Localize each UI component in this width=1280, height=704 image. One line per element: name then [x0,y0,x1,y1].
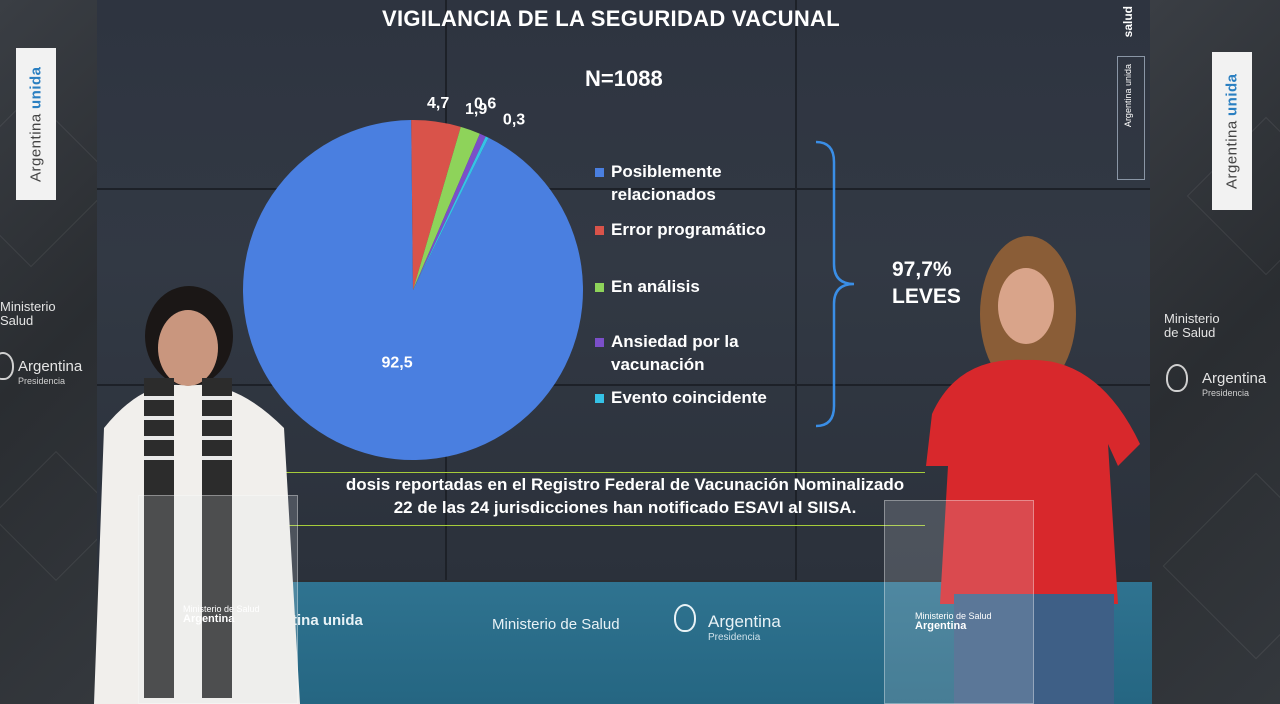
speaker-left [94,286,300,704]
right-ministry-label: Ministerio de Salud [1164,312,1220,340]
pie-slice-label: 4,7 [427,95,449,112]
right-argentina-text: Argentina [1202,370,1267,387]
left-argentina-text: Argentina [18,358,83,375]
right-ministry-line1: Ministerio [1164,311,1220,326]
legend-label-line: Posiblemente [611,162,722,181]
right-podium: Ministerio de Salud Argentina [884,500,1034,704]
legend-label: Error programático [611,218,766,241]
legend-swatch [595,226,604,235]
summary-block: 97,7% LEVES [892,256,961,310]
right-banner-text: Argentina [1223,119,1241,189]
floor-argentina-unida: tina unida [292,612,363,629]
pie-slice-label: 92,5 [381,355,412,372]
left-ministry-label: Ministerio Salud [0,299,56,328]
legend-label-line: Evento coincidente [611,388,767,407]
left-presidencia-text: Presidencia [18,376,66,386]
backdrop-pattern [1162,472,1280,660]
floor-argentina: Argentina Presidencia [708,612,781,643]
legend-item: Evento coincidente [595,386,767,409]
legend-item: Ansiedad por la vacunación [595,330,739,376]
right-presidencia-text: Presidencia [1202,388,1250,398]
summary-brace [815,140,855,428]
legend-item: En análisis [595,275,700,298]
legend-item: Error programático [595,218,766,241]
chart-sample-size: N=1088 [585,66,663,91]
screen-brand-column: salud Argentina unida [1115,0,1149,190]
legend-swatch [595,394,604,403]
brace-path [815,140,855,428]
speaker-right [926,236,1140,704]
podium-ministerio: Ministerio de Salud [183,604,260,614]
footnote-band: dosis reportadas en el Registro Federal … [285,472,925,526]
legend-swatch [595,283,604,292]
pie-slice [411,120,461,290]
argentina-seal-icon [0,352,14,380]
speaker-right-jeans [954,594,1114,704]
floor-presidencia-text: Presidencia [708,632,761,643]
pie-slice [413,126,480,290]
screen-seam [795,0,797,580]
summary-label: LEVES [892,285,961,308]
left-banner-text: Argentina [27,112,45,182]
podium-ministerio: Ministerio de Salud [915,611,992,621]
legend-label: Ansiedad por la vacunación [611,330,739,376]
pie-slice [243,120,583,460]
legend-label-line: Ansiedad por la [611,332,739,351]
speaker-left-scarf [144,378,174,698]
screen-seam [97,188,1150,190]
right-ministry-line2: de Salud [1164,325,1216,340]
right-argentina-label: Argentina Presidencia [1202,370,1267,400]
screen-seam [97,384,1150,386]
floor-unida-prefix: tina [292,612,319,629]
floor-unida: unida [322,612,363,629]
left-backdrop: Argentina unida Ministerio Salud Argenti… [0,0,122,704]
pie-slice [413,133,486,290]
legend-item: Posiblemente relacionados [595,160,722,206]
floor-ministerio: Ministerio de Salud [492,616,620,633]
pie-slice-label: 0,6 [474,95,496,112]
right-podium-logo: Ministerio de Salud Argentina [915,611,992,632]
argentina-seal-icon [1166,364,1188,392]
speaker-left-face [158,310,218,386]
argentina-seal-icon [674,604,696,632]
right-backdrop: Argentina unida Ministerio de Salud Arge… [1150,0,1280,704]
chart-title: VIGILANCIA DE LA SEGURIDAD VACUNAL [382,6,840,31]
podium-argentina: Argentina [183,613,235,625]
pie-slice [413,136,489,290]
pie-chart: 92,5 4,7 1,90,6 0,3 [243,95,583,460]
legend-label: Evento coincidente [611,386,767,409]
left-banner: Argentina unida [16,48,56,200]
summary-percentage: 97,7% [892,258,952,281]
speaker-right-face [998,268,1054,344]
left-banner-accent: unida [27,66,45,109]
left-argentina-label: Argentina Presidencia [18,358,83,388]
legend-label: En análisis [611,275,700,298]
legend-swatch [595,168,604,177]
speaker-left-scarf [202,378,232,698]
legend-swatch [595,338,604,347]
right-banner-accent: unida [1223,73,1241,116]
brand-box [1117,56,1145,180]
footnote-line2: 22 de las 24 jurisdicciones han notifica… [393,498,857,517]
footnote-line1: dosis reportadas en el Registro Federal … [345,475,905,494]
legend-label-line: relacionados [611,185,716,204]
pie-slice-label: 1,9 [465,101,487,118]
speaker-right-shirt [926,359,1140,604]
left-podium-logo: Ministerio de Salud Argentina [183,604,260,625]
legend-label-line: En análisis [611,277,700,296]
legend-label: Posiblemente relacionados [611,160,722,206]
podium-argentina: Argentina [915,620,967,632]
legend-label-line: vacunación [611,355,705,374]
right-banner: Argentina unida [1212,52,1252,210]
pie-slice-label: 0,3 [503,112,525,129]
left-podium: Ministerio de Salud Argentina [138,495,298,704]
legend-label-line: Error programático [611,220,766,239]
floor-argentina-text: Argentina [708,612,781,631]
